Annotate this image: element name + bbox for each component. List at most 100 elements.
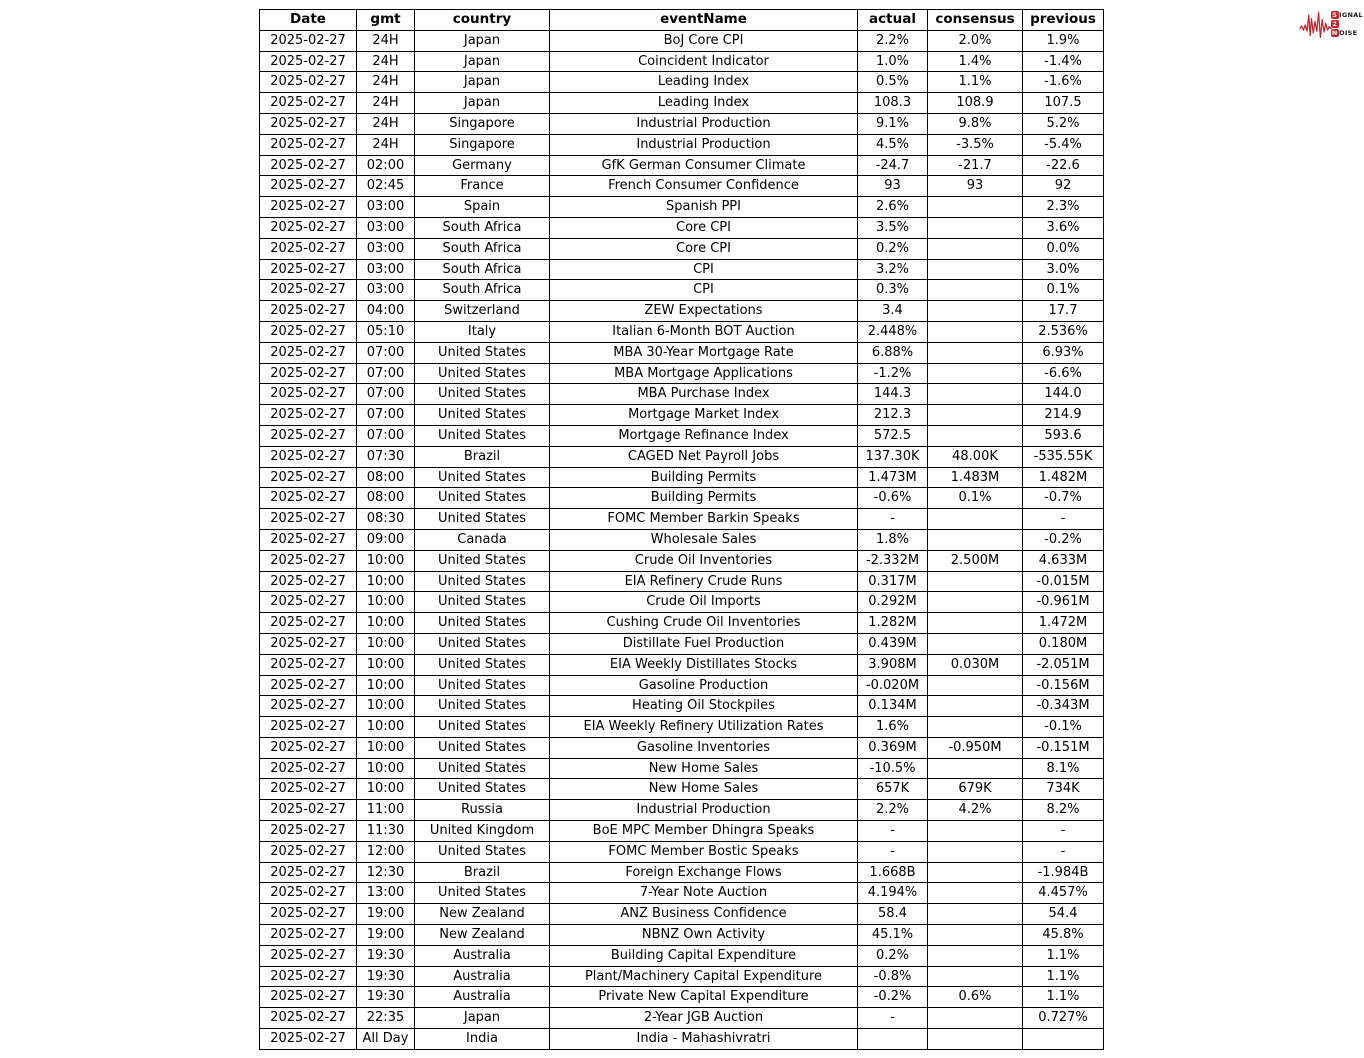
cell-previous: 214.9	[1022, 404, 1104, 426]
cell-actual: -	[857, 840, 928, 863]
cell-country: United States	[414, 674, 550, 697]
cell-date: 2025-02-27	[259, 695, 357, 718]
cell-date: 2025-02-27	[259, 861, 357, 884]
cell-gmt: 10:00	[356, 778, 415, 801]
cell-actual: 4.194%	[857, 882, 928, 905]
cell-country: United States	[414, 716, 550, 738]
cell-previous	[1022, 1028, 1104, 1050]
cell-previous: -0.961M	[1022, 591, 1104, 614]
cell-country: United States	[414, 591, 550, 614]
cell-previous: -0.7%	[1022, 487, 1104, 510]
cell-eventname: GfK German Consumer Climate	[549, 154, 858, 177]
cell-consensus	[927, 965, 1023, 988]
cell-date: 2025-02-27	[259, 154, 357, 177]
table-row: 2025-02-27 19:30 Australia Private New Capi…	[259, 986, 1104, 1009]
cell-previous: 17.7	[1022, 300, 1104, 322]
cell-eventname: Leading Index	[549, 71, 858, 94]
cell-consensus	[927, 695, 1023, 718]
cell-consensus	[927, 216, 1023, 239]
table-row: 2025-02-27 19:30 Australia Building Capital…	[259, 944, 1104, 967]
cell-date: 2025-02-27	[259, 736, 357, 759]
cell-actual: 0.439M	[857, 632, 928, 655]
table-row: 2025-02-27 22:35 Japan 2-Year JGB Auction - 0…	[259, 1007, 1104, 1030]
cell-consensus	[927, 632, 1023, 655]
cell-actual: 0.292M	[857, 591, 928, 614]
cell-gmt: 19:30	[356, 986, 415, 1009]
cell-eventname: Italian 6-Month BOT Auction	[549, 320, 858, 343]
table-row: 2025-02-27 04:00 Switzerland ZEW Expectatio…	[259, 300, 1104, 322]
table-row: 2025-02-27 10:00 United States Crude Oil Im…	[259, 591, 1104, 614]
cell-country: Singapore	[414, 112, 550, 135]
cell-country: Italy	[414, 320, 550, 343]
cell-country: Japan	[414, 29, 550, 52]
cell-actual: -2.332M	[857, 549, 928, 572]
cell-actual: -1.2%	[857, 362, 928, 385]
cell-previous: -0.156M	[1022, 674, 1104, 697]
cell-eventname: Industrial Production	[549, 799, 858, 822]
cell-gmt: 08:30	[356, 508, 415, 530]
table-row: 2025-02-27 24H Singapore Industrial Product…	[259, 112, 1104, 135]
cell-consensus	[927, 196, 1023, 218]
cell-date: 2025-02-27	[259, 50, 357, 73]
cell-date: 2025-02-27	[259, 778, 357, 801]
cell-previous: -	[1022, 820, 1104, 842]
cell-actual: 3.5%	[857, 216, 928, 239]
cell-eventname: Gasoline Production	[549, 674, 858, 697]
table-row: 2025-02-27 08:00 United States Building Per…	[259, 487, 1104, 510]
cell-actual: 4.5%	[857, 133, 928, 156]
cell-actual: 93	[857, 175, 928, 198]
table-row: 2025-02-27 03:00 Spain Spanish PPI 2.6% 2.3%	[259, 196, 1104, 218]
cell-actual: 1.6%	[857, 716, 928, 738]
table-row: 2025-02-27 10:00 United States Heating Oil …	[259, 695, 1104, 718]
cell-country: Singapore	[414, 133, 550, 156]
cell-eventname: Crude Oil Inventories	[549, 549, 858, 572]
cell-country: Japan	[414, 71, 550, 94]
table-row: 2025-02-27 10:00 United States New Home Sal…	[259, 778, 1104, 801]
cell-consensus	[927, 861, 1023, 884]
cell-date: 2025-02-27	[259, 757, 357, 780]
cell-eventname: French Consumer Confidence	[549, 175, 858, 198]
cell-eventname: 7-Year Note Auction	[549, 882, 858, 905]
cell-actual: -0.6%	[857, 487, 928, 510]
cell-gmt: 19:00	[356, 924, 415, 946]
cell-country: Spain	[414, 196, 550, 218]
logo-badge-s: S	[1330, 11, 1339, 19]
cell-previous: -22.6	[1022, 154, 1104, 177]
cell-country: United Kingdom	[414, 820, 550, 842]
table-row: 2025-02-27 10:00 United States Crude Oil In…	[259, 549, 1104, 572]
cell-previous: -0.151M	[1022, 736, 1104, 759]
cell-gmt: 03:00	[356, 237, 415, 260]
cell-consensus	[927, 237, 1023, 260]
cell-previous: -0.1%	[1022, 716, 1104, 738]
cell-country: Russia	[414, 799, 550, 822]
cell-eventname: Coincident Indicator	[549, 50, 858, 73]
cell-eventname: BoJ Core CPI	[549, 29, 858, 52]
cell-date: 2025-02-27	[259, 92, 357, 114]
waveform-icon	[1299, 11, 1332, 38]
cell-date: 2025-02-27	[259, 175, 357, 198]
cell-gmt: 11:30	[356, 820, 415, 842]
cell-gmt: 10:00	[356, 570, 415, 593]
cell-country: United States	[414, 757, 550, 780]
cell-consensus: 0.030M	[927, 653, 1023, 676]
table-row: 2025-02-27 07:00 United States MBA Purchase…	[259, 383, 1104, 406]
cell-consensus	[927, 279, 1023, 302]
cell-actual	[857, 1028, 928, 1050]
cell-actual: 144.3	[857, 383, 928, 406]
cell-actual: -0.8%	[857, 965, 928, 988]
table-row: 2025-02-27 11:00 Russia Industrial Producti…	[259, 799, 1104, 822]
cell-date: 2025-02-27	[259, 112, 357, 135]
cell-date: 2025-02-27	[259, 29, 357, 52]
cell-previous: 0.0%	[1022, 237, 1104, 260]
cell-actual: 0.5%	[857, 71, 928, 94]
cell-previous: -1.984B	[1022, 861, 1104, 884]
cell-eventname: Foreign Exchange Flows	[549, 861, 858, 884]
cell-country: Switzerland	[414, 300, 550, 322]
cell-previous: -0.343M	[1022, 695, 1104, 718]
cell-country: United States	[414, 383, 550, 406]
cell-previous: -2.051M	[1022, 653, 1104, 676]
cell-country: New Zealand	[414, 903, 550, 926]
cell-consensus	[927, 528, 1023, 551]
cell-eventname: Heating Oil Stockpiles	[549, 695, 858, 718]
cell-gmt: 24H	[356, 29, 415, 52]
